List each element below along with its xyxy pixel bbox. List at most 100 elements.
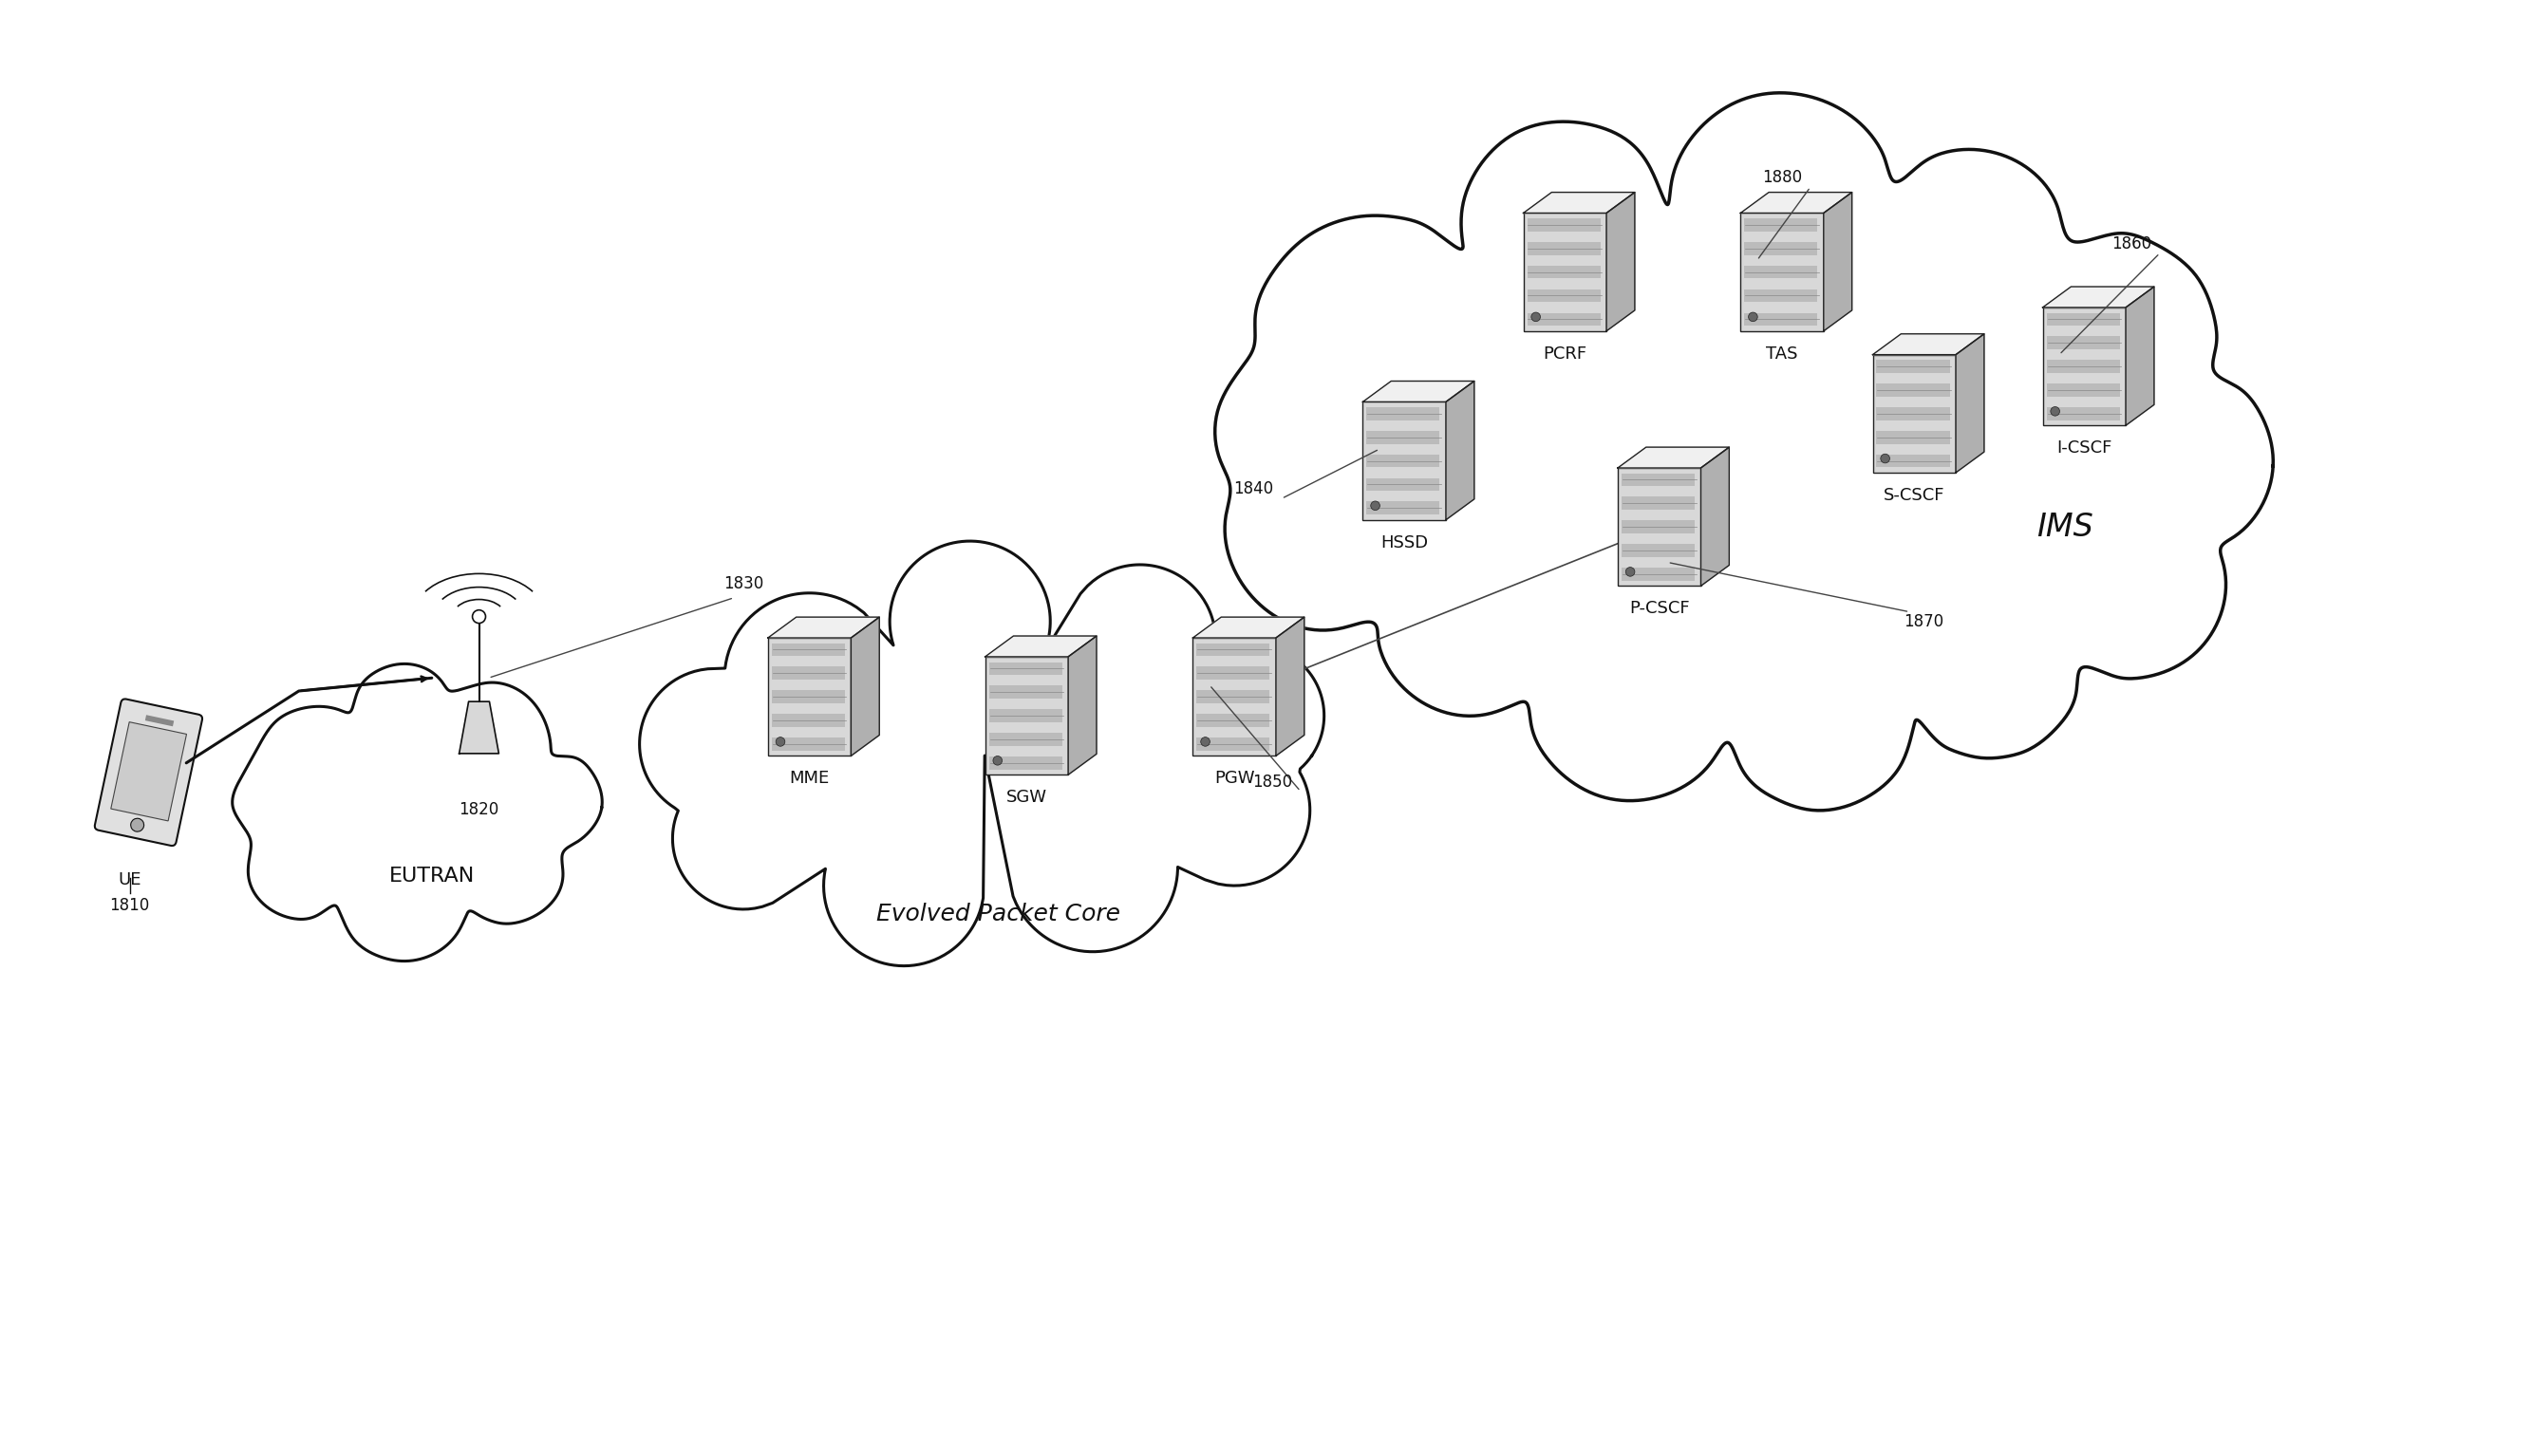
- Bar: [1527, 218, 1601, 232]
- Bar: [1368, 501, 1439, 514]
- Polygon shape: [1216, 93, 2272, 811]
- Bar: [2042, 307, 2125, 425]
- Circle shape: [1201, 737, 1211, 747]
- Text: 1880: 1880: [1763, 169, 1801, 186]
- Bar: [1877, 383, 1950, 396]
- Bar: [1745, 265, 1816, 278]
- Circle shape: [471, 610, 486, 623]
- Text: P-CSCF: P-CSCF: [1629, 600, 1690, 617]
- Bar: [773, 713, 846, 727]
- Bar: [1527, 265, 1601, 278]
- Bar: [1527, 313, 1601, 326]
- Bar: [1877, 454, 1950, 467]
- Bar: [1196, 690, 1269, 703]
- Bar: [2047, 313, 2120, 326]
- Bar: [1621, 520, 1695, 533]
- Text: UE: UE: [119, 872, 142, 888]
- Text: SGW: SGW: [1006, 789, 1046, 807]
- Bar: [2047, 383, 2120, 396]
- Bar: [773, 738, 846, 750]
- Polygon shape: [2042, 287, 2153, 307]
- Polygon shape: [1606, 192, 1634, 331]
- Text: 1860: 1860: [2113, 236, 2151, 252]
- Polygon shape: [638, 542, 1325, 965]
- Bar: [1196, 713, 1269, 727]
- Polygon shape: [1700, 447, 1730, 585]
- Text: TAS: TAS: [1766, 345, 1798, 363]
- Polygon shape: [2125, 287, 2153, 425]
- Bar: [1363, 402, 1446, 520]
- Bar: [1877, 431, 1950, 444]
- Bar: [1196, 738, 1269, 750]
- Bar: [1527, 290, 1601, 303]
- Polygon shape: [1872, 333, 1983, 355]
- Bar: [111, 722, 187, 821]
- Bar: [985, 657, 1069, 775]
- Bar: [988, 686, 1061, 699]
- Text: EUTRAN: EUTRAN: [390, 866, 474, 885]
- Bar: [1196, 667, 1269, 680]
- Polygon shape: [1619, 447, 1730, 467]
- Bar: [1621, 545, 1695, 558]
- Text: PGW: PGW: [1213, 770, 1254, 788]
- Circle shape: [1532, 313, 1540, 322]
- Polygon shape: [851, 617, 879, 756]
- Bar: [1740, 213, 1824, 331]
- Circle shape: [1370, 501, 1380, 510]
- Text: 1820: 1820: [458, 801, 499, 818]
- Text: 1840: 1840: [1234, 480, 1274, 498]
- Circle shape: [775, 737, 785, 747]
- Text: 1830: 1830: [724, 575, 762, 593]
- Circle shape: [993, 756, 1003, 766]
- Bar: [1621, 568, 1695, 581]
- FancyBboxPatch shape: [94, 699, 203, 846]
- Bar: [1196, 644, 1269, 657]
- Bar: [773, 667, 846, 680]
- Bar: [2047, 360, 2120, 373]
- Bar: [773, 690, 846, 703]
- Polygon shape: [1740, 192, 1852, 213]
- Polygon shape: [985, 636, 1097, 657]
- Text: 1810: 1810: [109, 897, 149, 914]
- Polygon shape: [1446, 381, 1474, 520]
- Polygon shape: [1955, 333, 1983, 473]
- Bar: [1368, 431, 1439, 444]
- Bar: [1619, 467, 1700, 585]
- Polygon shape: [1069, 636, 1097, 775]
- Bar: [1745, 313, 1816, 326]
- Polygon shape: [458, 702, 499, 754]
- Text: 1870: 1870: [1905, 613, 1943, 630]
- Text: Evolved Packet Core: Evolved Packet Core: [876, 903, 1120, 926]
- Bar: [988, 757, 1061, 769]
- Bar: [1193, 638, 1277, 756]
- Polygon shape: [1193, 617, 1304, 638]
- Circle shape: [1879, 454, 1890, 463]
- Polygon shape: [1824, 192, 1852, 331]
- Text: I-CSCF: I-CSCF: [2057, 440, 2113, 457]
- Circle shape: [1748, 313, 1758, 322]
- Polygon shape: [233, 664, 603, 961]
- Bar: [1522, 213, 1606, 331]
- Polygon shape: [1363, 381, 1474, 402]
- Bar: [988, 709, 1061, 722]
- Polygon shape: [1522, 192, 1634, 213]
- Bar: [1621, 473, 1695, 486]
- Circle shape: [2052, 406, 2059, 416]
- Bar: [1368, 408, 1439, 421]
- Bar: [1745, 218, 1816, 232]
- Bar: [2047, 408, 2120, 421]
- Bar: [988, 732, 1061, 745]
- Text: MME: MME: [790, 770, 828, 788]
- Bar: [767, 638, 851, 756]
- Text: HSSD: HSSD: [1380, 534, 1429, 550]
- Bar: [1872, 355, 1955, 473]
- Circle shape: [132, 818, 144, 831]
- Text: S-CSCF: S-CSCF: [1885, 486, 1945, 504]
- Polygon shape: [1277, 617, 1304, 756]
- Text: IMS: IMS: [2037, 511, 2095, 543]
- Bar: [1527, 242, 1601, 255]
- Bar: [1877, 408, 1950, 421]
- Bar: [773, 644, 846, 657]
- Text: PCRF: PCRF: [1543, 345, 1586, 363]
- Bar: [1745, 290, 1816, 303]
